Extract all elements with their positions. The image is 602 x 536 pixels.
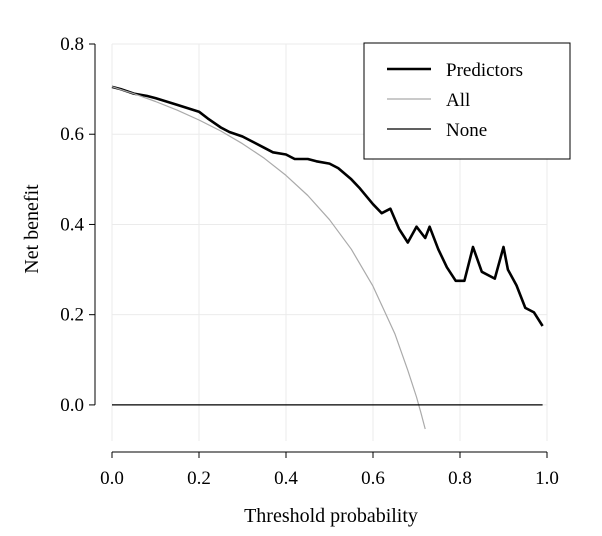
legend-label-none: None bbox=[446, 120, 487, 141]
tick-labels: 0.0 0.2 0.4 0.6 0.8 0.0 0.2 0.4 0.6 0.8 1.0 bbox=[60, 34, 559, 489]
y-tick-label-4: 0.8 bbox=[60, 34, 84, 55]
y-tick-label-3: 0.6 bbox=[60, 124, 84, 145]
series-lines bbox=[111, 85, 544, 430]
y-tick-label-2: 0.4 bbox=[60, 214, 84, 235]
x-axis-title: Threshold probability bbox=[244, 505, 418, 527]
legend-label-predictors: Predictors bbox=[446, 60, 523, 81]
legend: Predictors All None bbox=[363, 42, 571, 160]
y-tick-label-0: 0.0 bbox=[60, 395, 84, 416]
x-tick-label-3: 0.6 bbox=[361, 468, 385, 489]
series-line-predictors bbox=[111, 85, 544, 327]
series-line-all bbox=[111, 86, 426, 430]
axes bbox=[89, 43, 548, 458]
x-tick-label-4: 0.8 bbox=[448, 468, 472, 489]
legend-label-all: All bbox=[446, 90, 470, 111]
legend-box bbox=[363, 42, 571, 160]
x-tick-label-2: 0.4 bbox=[274, 468, 298, 489]
x-tick-label-0: 0.0 bbox=[100, 468, 124, 489]
x-tick-label-5: 1.0 bbox=[535, 468, 559, 489]
y-tick-label-1: 0.2 bbox=[60, 305, 84, 326]
y-axis-title: Net benefit bbox=[21, 184, 43, 274]
x-tick-label-1: 0.2 bbox=[187, 468, 211, 489]
